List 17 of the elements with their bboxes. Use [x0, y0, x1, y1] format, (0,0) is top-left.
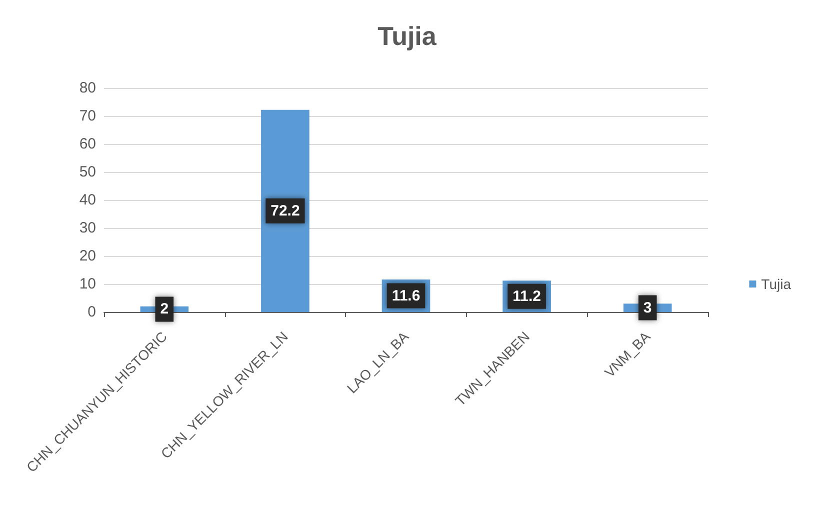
chart-title: Tujia: [378, 21, 437, 51]
data-label: 3: [643, 299, 652, 316]
y-tick-label: 80: [79, 80, 96, 96]
legend-label: Tujia: [761, 276, 792, 292]
data-label: 2: [160, 300, 169, 318]
y-tick-label: 50: [79, 164, 96, 180]
data-label: 11.6: [392, 287, 420, 304]
bar: [261, 110, 310, 312]
data-label: 72.2: [270, 202, 300, 220]
y-tick-label: 10: [79, 276, 96, 292]
y-tick-label: 40: [79, 192, 96, 208]
y-tick-label: 0: [88, 304, 96, 320]
y-tick-label: 70: [79, 108, 96, 124]
y-tick-label: 30: [79, 220, 96, 236]
y-tick-label: 60: [79, 136, 96, 152]
y-tick-label: 20: [79, 248, 96, 264]
data-label: 11.2: [512, 288, 541, 305]
